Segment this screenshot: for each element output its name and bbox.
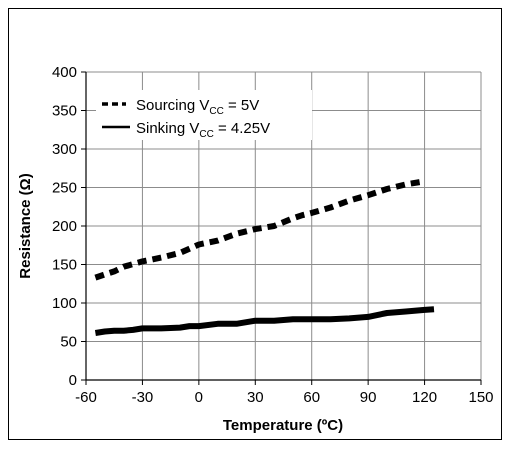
y-tick-label: 300 bbox=[52, 141, 77, 158]
y-tick-label: 100 bbox=[52, 295, 77, 312]
y-tick-label: 50 bbox=[60, 334, 77, 351]
sinking-series-line bbox=[94, 306, 435, 336]
x-tick-label: -30 bbox=[132, 389, 154, 406]
y-tick-label: 400 bbox=[52, 64, 77, 81]
y-tick-label: 0 bbox=[69, 372, 77, 389]
x-tick-label: 120 bbox=[412, 389, 437, 406]
y-tick-label: 150 bbox=[52, 257, 77, 274]
legend-label-sinking: Sinking VCC = 4.25V bbox=[136, 120, 270, 140]
x-tick-label: -60 bbox=[75, 389, 97, 406]
y-tick-label: 250 bbox=[52, 180, 77, 197]
legend-background bbox=[96, 90, 312, 140]
x-axis-title: Temperature (ºC) bbox=[223, 417, 343, 434]
y-tick-label: 350 bbox=[52, 103, 77, 120]
axes bbox=[81, 71, 482, 385]
x-tick-label: 90 bbox=[360, 389, 377, 406]
x-tick-label: 150 bbox=[468, 389, 493, 406]
series bbox=[94, 178, 435, 336]
x-tick-label: 60 bbox=[303, 389, 320, 406]
y-tick-label: 200 bbox=[52, 218, 77, 235]
legend-label-sourcing: Sourcing VCC = 5V bbox=[136, 97, 259, 117]
chart-frame bbox=[8, 8, 502, 440]
sourcing-series-line bbox=[94, 178, 426, 281]
legend: Sourcing VCC = 5V Sinking VCC = 4.25V bbox=[96, 90, 312, 140]
tick-labels: -60 -30 0 30 60 90 120 150 0 50 100 150 200 250 300 350… bbox=[52, 64, 494, 406]
x-tick-label: 0 bbox=[195, 389, 203, 406]
x-tick-label: 30 bbox=[247, 389, 264, 406]
y-axis-title: Resistance (Ω) bbox=[17, 173, 34, 278]
